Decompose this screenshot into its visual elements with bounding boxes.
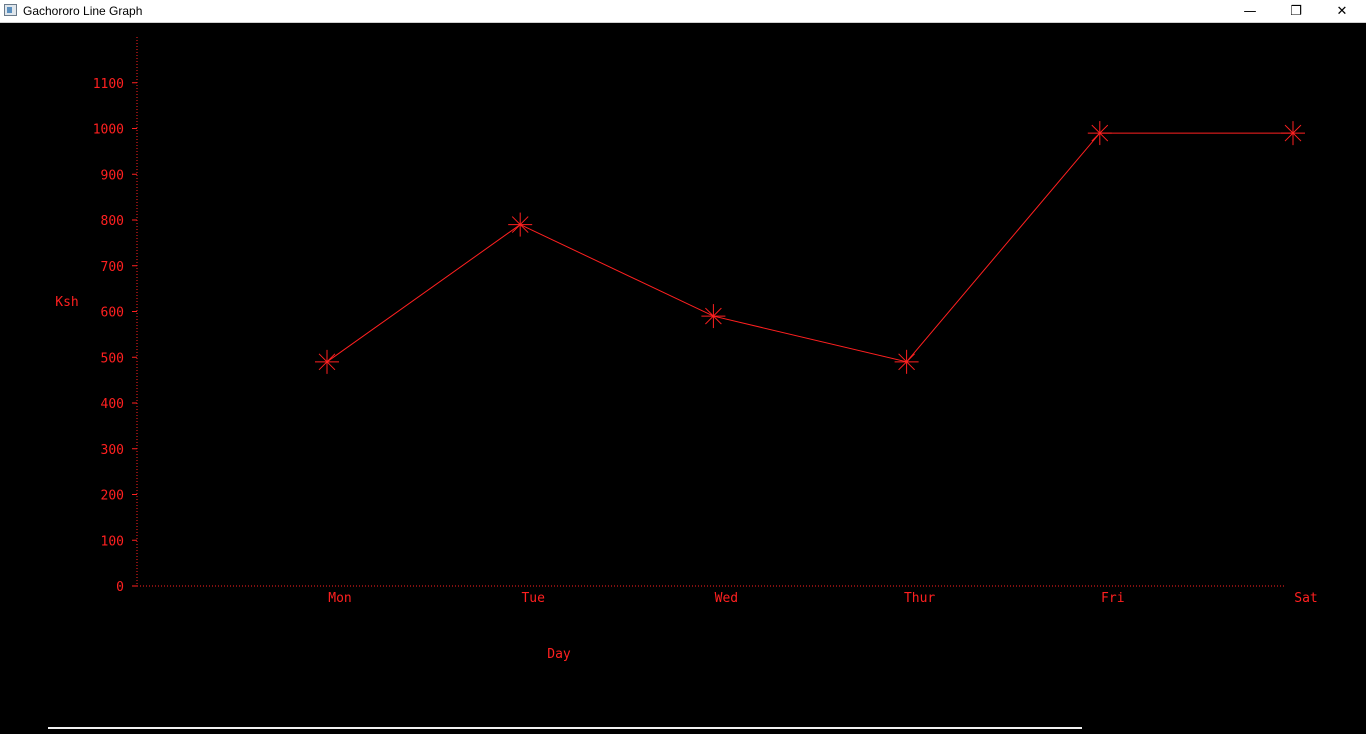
y-tick-label: 700 [101, 260, 124, 275]
window-titlebar: Gachororo Line Graph — ❐ ✕ [0, 0, 1366, 23]
data-point-marker [894, 349, 919, 374]
marker-stroke [1284, 124, 1302, 142]
x-tick-label: Fri [1101, 591, 1124, 606]
x-tick-label: Mon [328, 591, 351, 606]
marker-stroke [318, 353, 336, 371]
y-tick-label: 800 [101, 214, 124, 229]
data-point-marker [1087, 121, 1112, 146]
data-point-marker [1281, 121, 1305, 146]
data-point-marker [508, 212, 533, 237]
y-tick-label: 200 [101, 489, 124, 504]
y-tick-label: 100 [101, 534, 124, 549]
y-tick-label: 300 [101, 443, 124, 458]
y-tick-label: 1000 [93, 123, 124, 138]
x-axis-label: Day [547, 647, 571, 662]
x-tick-label: Thur [904, 591, 935, 606]
x-tick-label: Wed [715, 591, 738, 606]
window-title: Gachororo Line Graph [23, 4, 143, 18]
y-tick-label: 600 [101, 306, 124, 321]
marker-stroke [1091, 124, 1109, 142]
y-tick-label: 1100 [93, 77, 124, 92]
y-tick-label: 900 [101, 168, 124, 183]
series-line [326, 132, 1293, 363]
app-icon [4, 4, 17, 16]
maximize-button[interactable]: ❐ [1290, 3, 1302, 19]
x-tick-label: Tue [521, 591, 545, 606]
marker-stroke [705, 307, 722, 325]
y-tick-label: 400 [101, 397, 124, 412]
close-button[interactable]: ✕ [1336, 3, 1348, 19]
x-tick-label: Sat [1294, 591, 1317, 606]
data-point-marker [315, 349, 339, 374]
marker-stroke [511, 216, 529, 233]
minimize-button[interactable]: — [1243, 3, 1257, 19]
y-axis-label: Ksh [55, 295, 78, 310]
y-tick-label: 500 [101, 351, 124, 366]
graph-canvas: 0 100 200 300 400 500 600 700 800 900 1000 1100 Mon… [0, 23, 1366, 729]
marker-stroke [898, 353, 915, 371]
line-chart: 0 100 200 300 400 500 600 700 800 900 1000 1100 Mon… [55, 37, 1318, 662]
bottom-strip [48, 727, 1082, 729]
data-point-marker [701, 304, 726, 329]
y-tick-label: 0 [116, 580, 124, 595]
